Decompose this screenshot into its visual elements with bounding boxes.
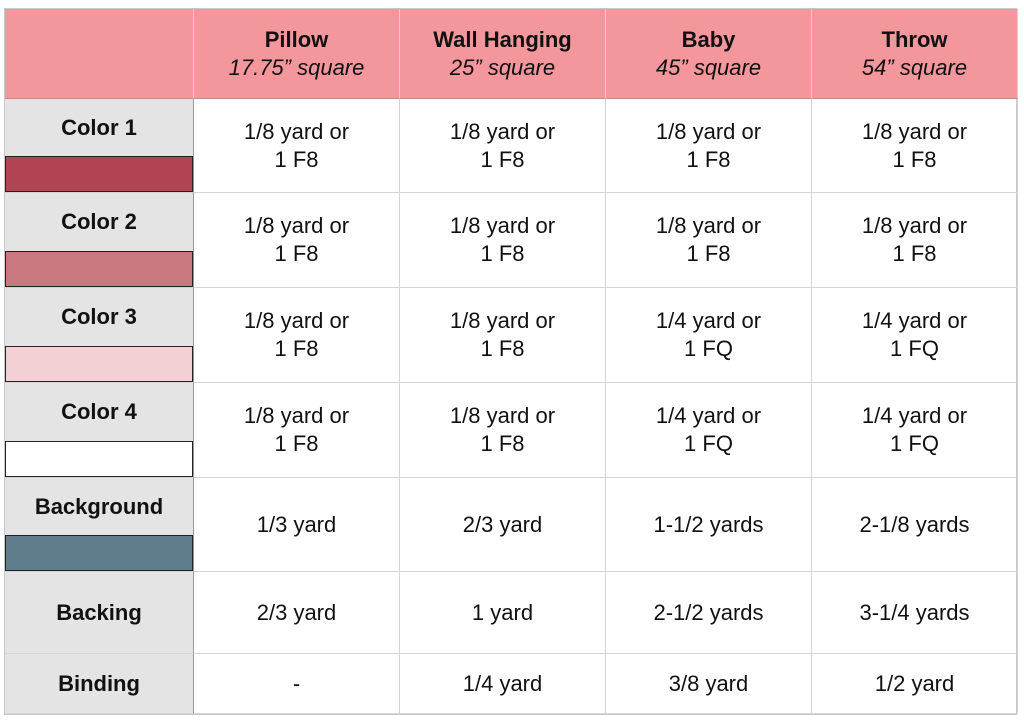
amount-cell: 1/4 yard or 1 FQ <box>606 383 812 478</box>
amount-cell: 1/8 yard or 1 F8 <box>400 193 606 288</box>
column-size: 54” square <box>861 54 968 80</box>
row-header: Color 2 <box>5 193 194 288</box>
amount-cell: - <box>194 654 400 714</box>
column-name: Pillow <box>264 26 329 52</box>
column-size: 25” square <box>449 54 556 80</box>
row-header: Background <box>5 478 194 572</box>
amount-cell: 1/8 yard or 1 F8 <box>812 99 1018 193</box>
amount-cell: 1/2 yard <box>812 654 1018 714</box>
column-name: Wall Hanging <box>433 26 572 52</box>
amount-cell: 1/8 yard or 1 F8 <box>194 383 400 478</box>
color-swatch <box>5 251 193 287</box>
row-label: Color 3 <box>61 304 137 329</box>
row-header: Color 4 <box>5 383 194 478</box>
row-label: Binding <box>5 654 194 714</box>
amount-cell: 1/8 yard or 1 F8 <box>606 193 812 288</box>
column-header: Wall Hanging 25” square <box>400 9 606 99</box>
row-label: Color 1 <box>61 114 137 140</box>
amount-cell: 1/8 yard or 1 F8 <box>812 193 1018 288</box>
amount-cell: 1/8 yard or 1 F8 <box>194 193 400 288</box>
row-label: Background <box>34 493 164 519</box>
column-name: Baby <box>681 26 736 52</box>
amount-cell: 1/8 yard or 1 F8 <box>606 99 812 193</box>
amount-cell: 3/8 yard <box>606 654 812 714</box>
amount-cell: 1/8 yard or 1 F8 <box>400 383 606 478</box>
color-swatch <box>5 346 193 382</box>
column-size: 45” square <box>655 54 762 80</box>
amount-cell: 1/4 yard or 1 FQ <box>812 288 1018 383</box>
column-header: Baby 45” square <box>606 9 812 99</box>
amount-cell: 1/8 yard or 1 F8 <box>194 288 400 383</box>
color-swatch <box>5 156 193 192</box>
color-swatch <box>5 441 193 477</box>
corner-cell <box>5 9 194 99</box>
amount-cell: 2/3 yard <box>400 478 606 572</box>
fabric-table: Pillow 17.75” square Wall Hanging 25” squar… <box>4 8 1018 715</box>
row-header: Color 1 <box>5 99 194 193</box>
amount-cell: 1/8 yard or 1 F8 <box>194 99 400 193</box>
column-size: 17.75” square <box>228 54 365 80</box>
row-label: Color 4 <box>61 399 137 424</box>
amount-cell: 1/4 yard or 1 FQ <box>812 383 1018 478</box>
amount-cell: 1 yard <box>400 572 606 654</box>
row-header: Color 3 <box>5 288 194 383</box>
amount-cell: 1/8 yard or 1 F8 <box>400 99 606 193</box>
amount-cell: 1/8 yard or 1 F8 <box>400 288 606 383</box>
row-label: Color 2 <box>61 209 137 234</box>
color-swatch <box>5 535 193 571</box>
amount-cell: 1-1/2 yards <box>606 478 812 572</box>
column-header: Throw 54” square <box>812 9 1018 99</box>
column-header: Pillow 17.75” square <box>194 9 400 99</box>
amount-cell: 2-1/8 yards <box>812 478 1018 572</box>
amount-cell: 1/4 yard <box>400 654 606 714</box>
row-label: Backing <box>5 572 194 654</box>
amount-cell: 2/3 yard <box>194 572 400 654</box>
amount-cell: 1/3 yard <box>194 478 400 572</box>
amount-cell: 2-1/2 yards <box>606 572 812 654</box>
amount-cell: 1/4 yard or 1 FQ <box>606 288 812 383</box>
column-name: Throw <box>881 26 948 52</box>
amount-cell: 3-1/4 yards <box>812 572 1018 654</box>
